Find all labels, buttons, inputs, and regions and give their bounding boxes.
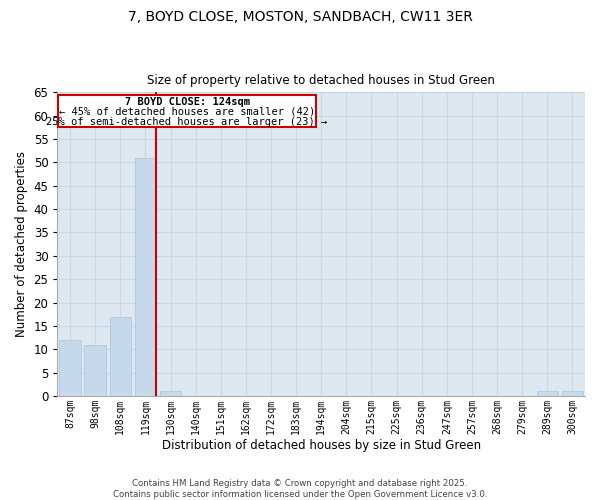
Text: Contains HM Land Registry data © Crown copyright and database right 2025.: Contains HM Land Registry data © Crown c…: [132, 478, 468, 488]
Text: ← 45% of detached houses are smaller (42): ← 45% of detached houses are smaller (42…: [59, 106, 315, 117]
Bar: [85, 344, 106, 396]
Bar: [110, 316, 131, 396]
Title: Size of property relative to detached houses in Stud Green: Size of property relative to detached ho…: [147, 74, 495, 87]
Text: 25% of semi-detached houses are larger (23) →: 25% of semi-detached houses are larger (…: [46, 116, 328, 126]
Bar: [536, 391, 558, 396]
Bar: [135, 158, 156, 396]
FancyBboxPatch shape: [58, 94, 316, 128]
Text: Contains public sector information licensed under the Open Government Licence v3: Contains public sector information licen…: [113, 490, 487, 499]
X-axis label: Distribution of detached houses by size in Stud Green: Distribution of detached houses by size …: [161, 440, 481, 452]
Bar: [562, 391, 583, 396]
Text: 7, BOYD CLOSE, MOSTON, SANDBACH, CW11 3ER: 7, BOYD CLOSE, MOSTON, SANDBACH, CW11 3E…: [128, 10, 472, 24]
Y-axis label: Number of detached properties: Number of detached properties: [15, 151, 28, 337]
Text: 7 BOYD CLOSE: 124sqm: 7 BOYD CLOSE: 124sqm: [125, 97, 250, 107]
Bar: [59, 340, 80, 396]
Bar: [160, 391, 181, 396]
